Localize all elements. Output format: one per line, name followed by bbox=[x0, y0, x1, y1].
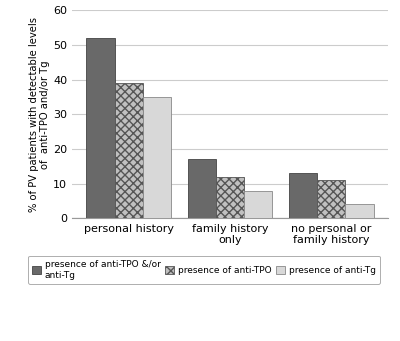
Bar bbox=[143, 97, 171, 218]
Bar bbox=[216, 177, 244, 218]
Bar bbox=[317, 180, 345, 218]
Bar bbox=[86, 38, 115, 218]
Bar bbox=[244, 191, 272, 218]
Bar bbox=[115, 83, 143, 218]
Legend: presence of anti-TPO &/or
anti-Tg, presence of anti-TPO, presence of anti-Tg: presence of anti-TPO &/or anti-Tg, prese… bbox=[28, 256, 380, 284]
Bar bbox=[289, 173, 317, 218]
Bar bbox=[188, 159, 216, 218]
Y-axis label: % of PV patients with detectable levels
of  anti-TPO and/or Tg: % of PV patients with detectable levels … bbox=[29, 17, 50, 212]
Bar bbox=[345, 204, 374, 218]
